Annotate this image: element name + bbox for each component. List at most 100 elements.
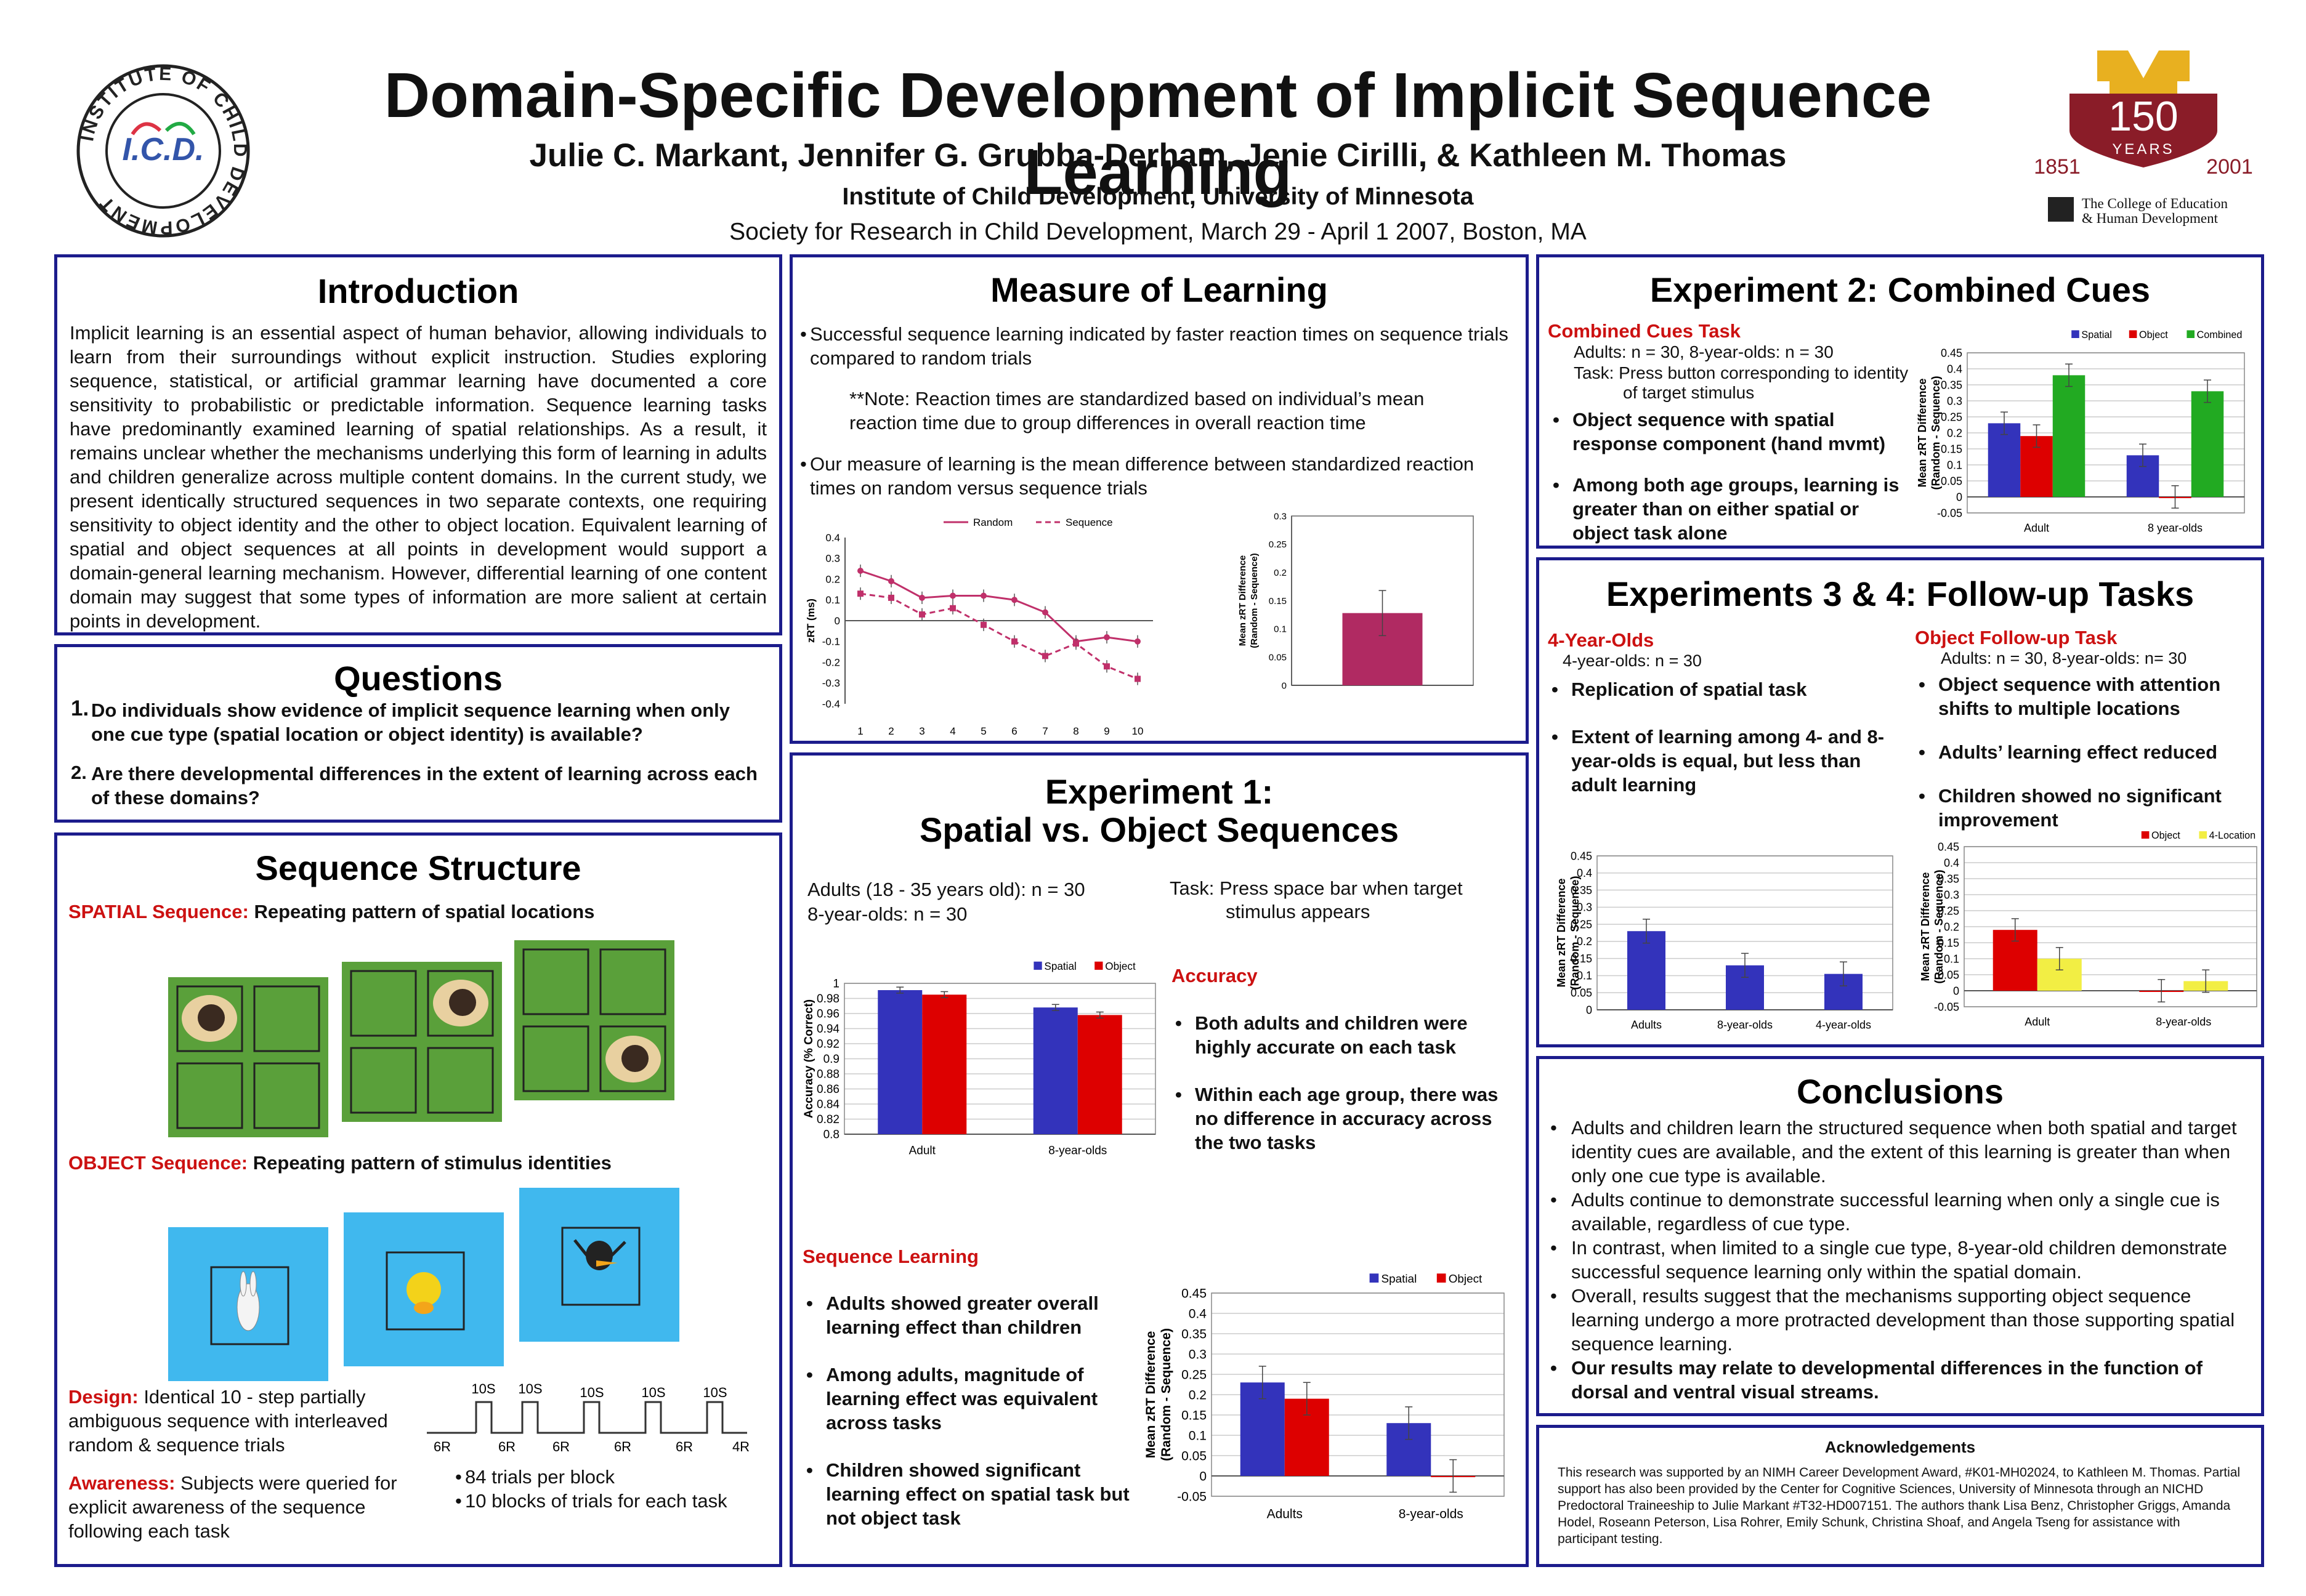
- y-tick-label: 0.1: [1944, 953, 1959, 965]
- trial-timing-diagram: 10S 10S 10S 10S 10S 6R 6R 6R 6R 6R 4R: [427, 1371, 778, 1464]
- object-followup-heading: Object Follow-up Task: [1915, 627, 2118, 648]
- timing-top-label: 10S: [471, 1381, 495, 1396]
- exp3-four-year-chart: 0.45 0.4 0.35 0.3 0.25 0.2 0.15 0.1 0.05 0 Mean zR…: [1555, 850, 1893, 1031]
- legend-label: Object: [2151, 831, 2180, 841]
- data-point: [1011, 638, 1017, 645]
- y-tick-label: 0.3: [1947, 395, 1962, 407]
- spatial-grid-3: [514, 940, 674, 1100]
- y-tick-label: 0.15: [1941, 443, 1962, 455]
- measure-panel: Measure of Learning Successful sequence …: [790, 254, 1529, 744]
- list-item: Among both age groups, learning is great…: [1549, 473, 1919, 545]
- bar: [1033, 1007, 1078, 1134]
- experiment-2-panel: Experiment 2: Combined Cues Combined Cue…: [1536, 254, 2264, 549]
- y-axis-label: Mean zRT Difference: [1916, 378, 1928, 487]
- list-item: Adults and children learn the structured…: [1547, 1116, 2255, 1188]
- y-tick-label: 0: [1199, 1469, 1207, 1483]
- svg-text:150: 150: [2108, 93, 2178, 140]
- legend-swatch: [2071, 330, 2079, 338]
- y-tick-label: 0.25: [1571, 918, 1592, 930]
- four-year-olds-heading: 4-Year-Olds: [1548, 629, 1654, 651]
- question-2: Are there developmental differences in t…: [91, 763, 758, 808]
- x-tick-label: 10: [1132, 725, 1144, 737]
- rt-difference-chart: 0.3 0.25 0.2 0.15 0.1 0.05 0 Mean zRT Differenc…: [1237, 511, 1474, 691]
- list-item: Our results may relate to developmental …: [1547, 1356, 2255, 1404]
- data-point: [857, 590, 864, 597]
- data-point: [888, 594, 894, 601]
- experiment-1-heading-1: Experiment 1:: [1045, 772, 1274, 811]
- y-tick-label: 0.4: [1944, 856, 1959, 869]
- y-tick-label: 0: [1953, 985, 1959, 997]
- x-tick-label: 8 year-olds: [2148, 522, 2203, 534]
- exp2-task-line-1: Task: Press button corresponding to iden…: [1574, 363, 1909, 382]
- bar: [922, 994, 967, 1134]
- y-axis-label: Mean zRT Difference: [1555, 878, 1568, 987]
- y-tick-label: 0.2: [1944, 921, 1959, 933]
- y-tick-label: 0.94: [817, 1023, 839, 1036]
- y-tick-label: 0.88: [817, 1068, 839, 1081]
- timing-bottom-label: 6R: [614, 1439, 631, 1454]
- list-item: Among adults, magnitude of learning effe…: [803, 1363, 1154, 1435]
- list-item: Within each age group, there was no diff…: [1171, 1082, 1523, 1155]
- y-tick-label: 0.3: [825, 553, 840, 565]
- data-point: [1104, 634, 1110, 640]
- y-tick-label: 0.82: [817, 1113, 839, 1126]
- legend-label: Object: [1449, 1273, 1483, 1286]
- legend-label: Object: [1105, 961, 1136, 972]
- y-tick-label: 0.35: [1181, 1327, 1207, 1341]
- introduction-panel: Introduction Implicit learning is an ess…: [54, 254, 782, 635]
- y-axis-label: (Random - Sequence): [1933, 869, 1945, 983]
- data-point: [1135, 675, 1141, 682]
- timing-top-label: 10S: [641, 1385, 665, 1400]
- svg-text:YEARS: YEARS: [2112, 141, 2174, 158]
- y-tick-label: -0.05: [1177, 1489, 1207, 1504]
- spatial-sequence-text: Repeating pattern of spatial locations: [254, 901, 595, 922]
- list-item: Adults showed greater overall learning e…: [803, 1291, 1154, 1339]
- timing-top-label: 10S: [580, 1385, 604, 1400]
- y-axis-label: Mean zRT Difference: [1144, 1331, 1158, 1459]
- legend-label: 4-Location: [2209, 831, 2256, 841]
- svg-text:I.C.D.: I.C.D.: [123, 132, 204, 167]
- legend-label: Random: [973, 517, 1013, 528]
- y-tick-label: 0.3: [1274, 511, 1287, 522]
- legend-swatch: [1369, 1273, 1379, 1283]
- y-tick-label: 0.3: [1944, 889, 1959, 901]
- y-tick-label: 0.92: [817, 1038, 839, 1051]
- bar: [878, 990, 923, 1134]
- data-point: [919, 611, 925, 618]
- data-point: [857, 568, 864, 574]
- x-tick-label: 6: [1011, 725, 1017, 737]
- x-tick-label: 5: [981, 725, 986, 737]
- y-tick-label: 0.8: [823, 1129, 839, 1142]
- affiliation: Institute of Child Development, Universi…: [842, 183, 1474, 210]
- y-tick-label: 0.3: [1189, 1347, 1207, 1361]
- x-tick-label: 8-year-olds: [1399, 1507, 1463, 1521]
- y-tick-label: 0.2: [1189, 1388, 1207, 1402]
- x-tick-label: Adult: [2024, 522, 2049, 534]
- sequence-learning-heading: Sequence Learning: [803, 1246, 979, 1267]
- rt-line-chart: 0.4 0.3 0.2 0.1 0 -0.1 -0.2 -0.3 -0.4 zRT (ms) 1 2 3…: [805, 517, 1153, 737]
- y-tick-label: 0.2: [825, 573, 840, 585]
- list-item: Children showed significant learning eff…: [803, 1458, 1154, 1530]
- four-year-olds-n: 4-year-olds: n = 30: [1563, 651, 1702, 670]
- x-tick-label: 3: [919, 725, 924, 737]
- legend-swatch: [2141, 831, 2150, 839]
- awareness-text: Subjects were queried for explicit aware…: [68, 1472, 397, 1542]
- exp1-accuracy-chart: 1 0.98 0.96 0.94 0.92 0.9 0.88 0.86 0.84 0.82 0.8 A…: [803, 961, 1156, 1157]
- data-point: [1011, 597, 1017, 603]
- building-icon: [2048, 197, 2074, 222]
- y-tick-label: 0.45: [1571, 850, 1592, 862]
- spatial-grid-2: [342, 962, 502, 1122]
- list-item: Adults continue to demonstrate successfu…: [1547, 1188, 2255, 1236]
- x-tick-label: 4-year-olds: [1816, 1019, 1871, 1031]
- y-tick-label: 0.45: [1938, 840, 1959, 853]
- y-tick-label: 0.96: [817, 1008, 839, 1021]
- experiments-3-4-panel: Experiments 3 & 4: Follow-up Tasks 4-Yea…: [1536, 557, 2264, 1047]
- y-tick-label: 0.35: [1941, 379, 1962, 391]
- y-axis-label: Accuracy (% Correct): [803, 999, 815, 1118]
- x-tick-label: Adult: [2025, 1016, 2050, 1028]
- measure-heading: Measure of Learning: [990, 270, 1328, 309]
- conference: Society for Research in Child Developmen…: [729, 219, 1587, 245]
- legend-swatch: [2199, 831, 2207, 839]
- y-tick-label: 0.05: [1941, 475, 1962, 487]
